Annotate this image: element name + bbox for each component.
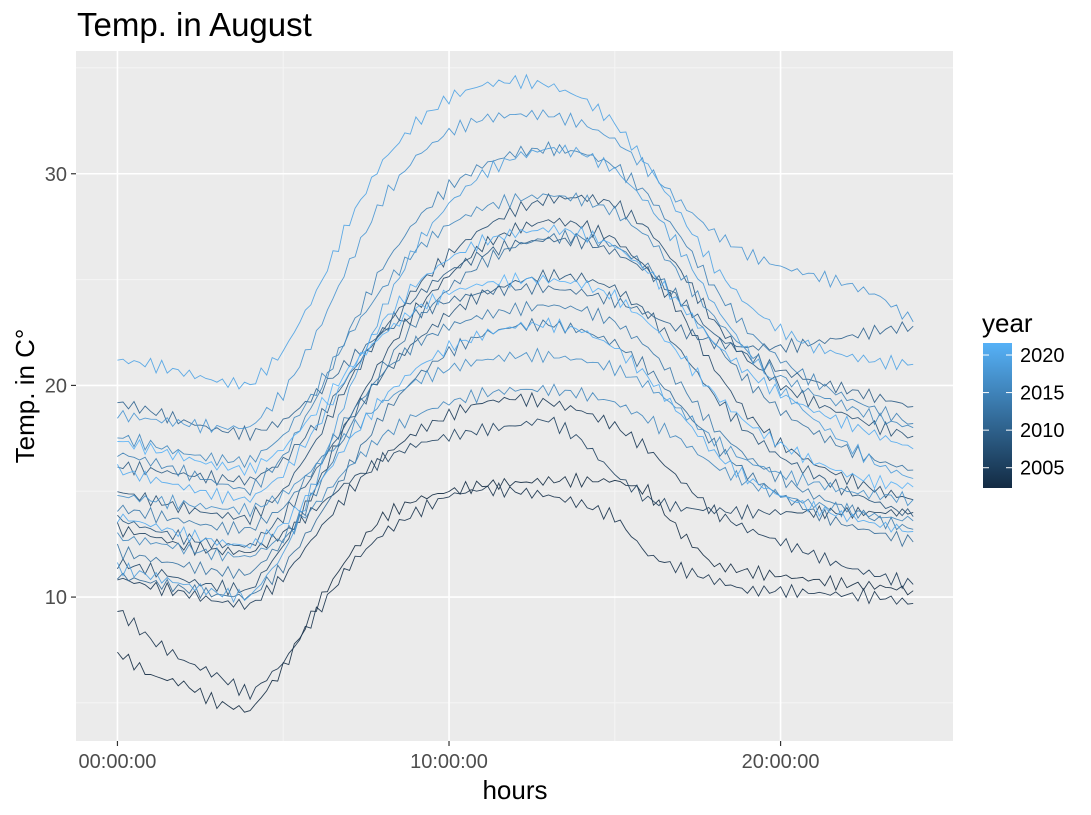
series-line-2013 xyxy=(116,229,914,580)
series-line-2017 xyxy=(117,347,914,518)
series-line-2021 xyxy=(117,224,914,505)
legend-tick-label: 2010 xyxy=(1020,420,1065,442)
x-tick-label: 00:00:00 xyxy=(79,751,157,773)
series-line-2016 xyxy=(117,383,914,562)
legend: year 2020 2015 2010 2005 xyxy=(982,308,1065,488)
x-tick-label: 10:00:00 xyxy=(410,751,488,773)
legend-tick-label: 2020 xyxy=(1020,345,1065,367)
y-axis-ticks: 10 20 30 xyxy=(45,164,76,609)
y-tick-label: 30 xyxy=(45,164,67,186)
legend-ticks: 2020 2015 2010 2005 xyxy=(983,345,1065,480)
plot-panel xyxy=(76,51,953,741)
y-tick-label: 20 xyxy=(45,375,67,397)
series-line-2010 xyxy=(117,232,914,487)
x-tick-label: 20:00:00 xyxy=(742,751,820,773)
y-tick-label: 10 xyxy=(45,587,67,609)
series-line-2014 xyxy=(117,300,914,536)
series-line-2016 xyxy=(117,192,914,469)
series-line-2018 xyxy=(117,109,914,434)
series-lines xyxy=(116,73,914,713)
series-line-2022 xyxy=(117,272,914,490)
series-line-2015 xyxy=(117,141,914,497)
series-line-2005 xyxy=(117,391,914,611)
series-line-2019 xyxy=(116,144,914,604)
legend-title: year xyxy=(982,308,1033,338)
series-line-2011 xyxy=(117,280,914,442)
x-axis-ticks: 00:00:00 10:00:00 20:00:00 xyxy=(79,741,820,773)
x-axis-title: hours xyxy=(482,775,547,805)
y-axis-title: Temp. in C° xyxy=(10,329,40,464)
chart-title: Temp. in August xyxy=(77,6,312,43)
series-line-2007 xyxy=(117,217,914,597)
major-gridlines xyxy=(76,51,953,741)
series-line-2008 xyxy=(117,192,914,526)
series-line-2020 xyxy=(117,73,914,390)
series-line-2004 xyxy=(117,481,914,701)
series-line-2003 xyxy=(117,472,914,713)
legend-tick-label: 2005 xyxy=(1020,458,1065,480)
legend-colorbar xyxy=(983,343,1012,488)
series-line-2009 xyxy=(117,268,914,550)
series-line-2006 xyxy=(116,416,914,557)
series-line-2021 xyxy=(117,317,914,549)
legend-tick-label: 2015 xyxy=(1020,383,1065,405)
